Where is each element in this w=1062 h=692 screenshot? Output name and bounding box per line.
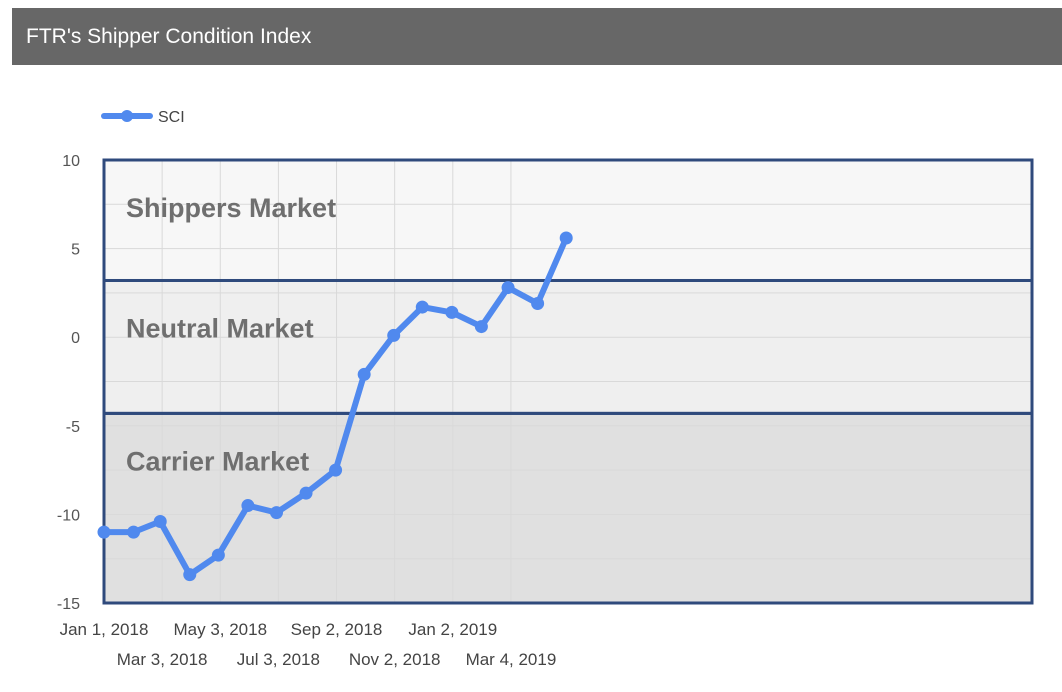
x-tick-label: Jan 2, 2019 (408, 620, 497, 639)
data-point-sci (415, 300, 429, 314)
data-point-sci (299, 486, 313, 500)
y-tick-label: -5 (66, 419, 80, 436)
y-tick-label: 5 (71, 242, 80, 259)
x-tick-label: May 3, 2018 (173, 620, 267, 639)
data-point-sci (153, 514, 167, 528)
y-tick-label: 0 (71, 330, 80, 347)
x-tick-label: Mar 4, 2019 (466, 650, 557, 669)
region-border-3 (102, 411, 1034, 605)
data-point-sci (501, 281, 515, 295)
data-point-sci (329, 463, 343, 477)
region-neutral-market (104, 280, 1032, 414)
data-point-sci (559, 231, 573, 245)
region-label-neutral-market: Neutral Market (126, 313, 314, 343)
region-labels: Shippers Market Neutral Market Carrier Mar… (126, 193, 336, 476)
data-point-sci (211, 548, 225, 562)
data-point-sci (241, 499, 255, 513)
chart-title-bar: FTR's Shipper Condition Index (12, 8, 1062, 65)
y-tick-label: 10 (62, 153, 80, 170)
data-point-sci (357, 367, 371, 381)
legend-marker-sci (121, 110, 133, 122)
legend[interactable]: SCI (101, 109, 185, 126)
x-tick-label: Sep 2, 2018 (291, 620, 383, 639)
x-tick-label: Jan 1, 2018 (60, 620, 149, 639)
y-tick-label: -10 (57, 507, 80, 524)
data-point-sci (387, 328, 401, 342)
data-point-sci (183, 568, 197, 582)
y-tick-label: -15 (57, 596, 80, 613)
series-sci (97, 231, 573, 582)
data-point-sci (97, 525, 111, 539)
data-point-sci (474, 320, 488, 334)
x-tick-label: Mar 3, 2018 (117, 650, 208, 669)
y-axis-ticks: 10 5 0 -5 -10 -15 (57, 153, 80, 613)
legend-label-sci: SCI (158, 109, 185, 126)
data-point-sci (445, 305, 459, 319)
data-point-sci (531, 297, 545, 311)
region-borders (102, 158, 1034, 605)
x-tick-label: Jul 3, 2018 (237, 650, 320, 669)
region-shippers-market (104, 160, 1032, 281)
region-label-carrier-market: Carrier Market (126, 446, 309, 476)
x-tick-label: Nov 2, 2018 (349, 650, 441, 669)
chart-title: FTR's Shipper Condition Index (26, 25, 312, 48)
data-point-sci (269, 506, 283, 520)
x-axis-ticks: Jan 1, 2018 Mar 3, 2018 May 3, 2018 Jul 3, … (60, 620, 557, 669)
data-point-sci (127, 525, 141, 539)
region-label-shippers-market: Shippers Market (126, 193, 336, 223)
